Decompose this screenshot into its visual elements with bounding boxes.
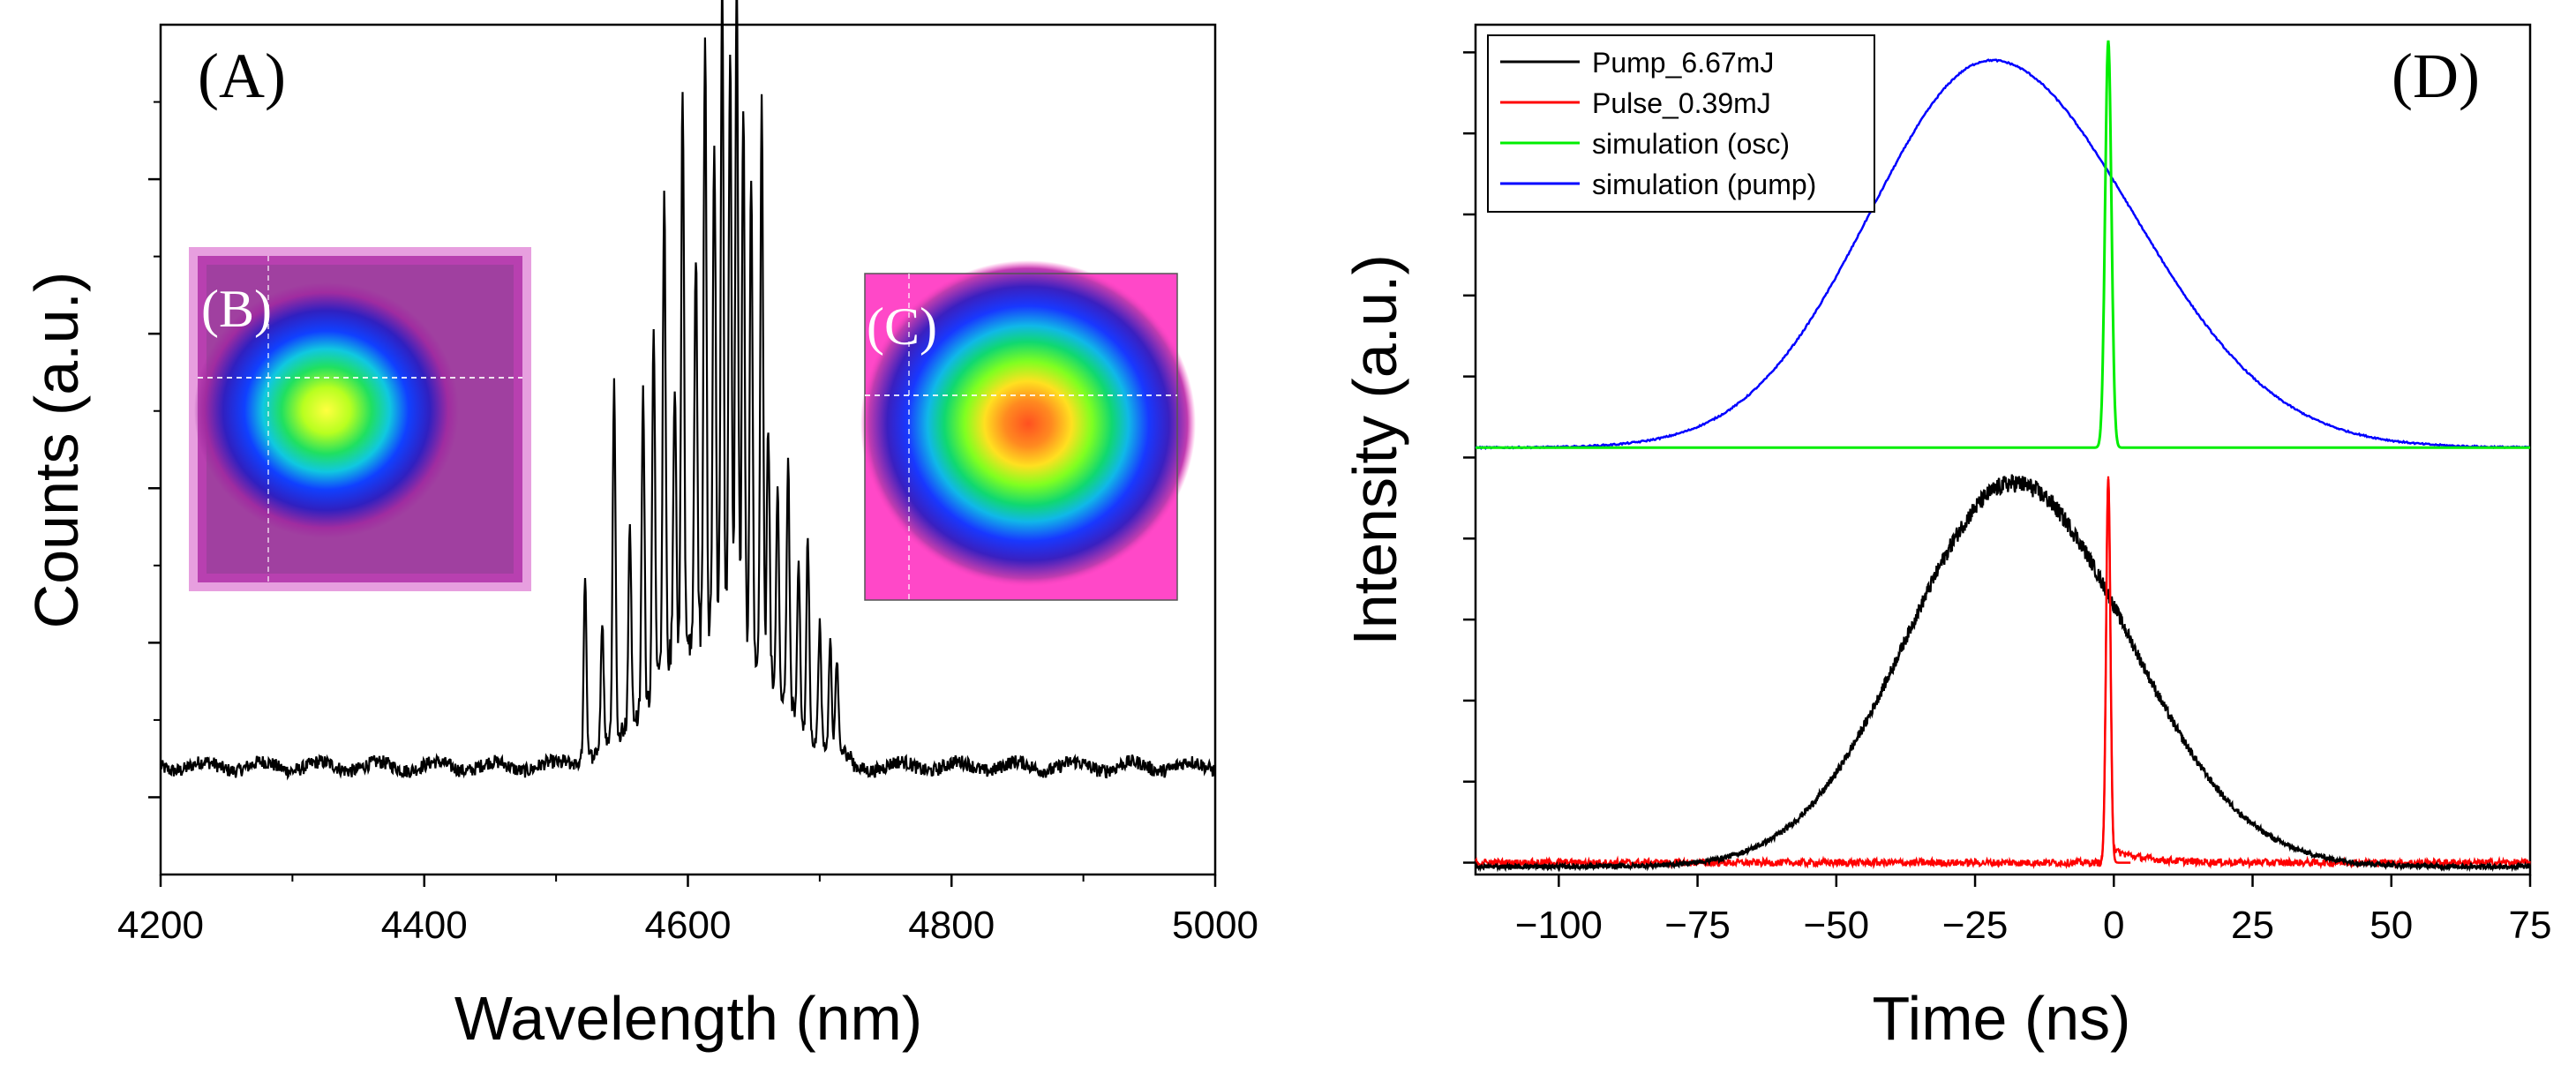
panel-a-label: (A) <box>198 41 286 111</box>
inset-b-beam-spot <box>194 282 459 538</box>
x-tick-label: 25 <box>2231 904 2274 947</box>
inset-c: (C) <box>860 260 1196 601</box>
legend-entry-pulse: Pulse_0.39mJ <box>1500 87 1771 119</box>
x-tick-label: −25 <box>1942 904 2009 947</box>
inset-c-frame <box>864 273 1178 601</box>
x-tick-label: 4600 <box>645 904 732 947</box>
spectrum-line <box>159 0 1217 781</box>
x-tick-label: 4400 <box>381 904 468 947</box>
legend-entry-sim-pump: simulation (pump) <box>1500 169 1816 200</box>
inset-c-beam-spot <box>860 260 1196 587</box>
panel-d: −100 −75 −50 −25 0 25 50 75 Pump_6.67mJ Pulse_0… <box>1341 23 2552 1053</box>
panel-a-y-axis <box>148 101 161 799</box>
panel-a: (B) (C) 4200 4400 4600 4800 5000 (A) Wavelen… <box>22 0 1258 1053</box>
x-tick-label: −100 <box>1515 904 1603 947</box>
series-pulse-peak <box>2092 478 2131 864</box>
legend-entry-sim-osc: simulation (osc) <box>1500 128 1790 160</box>
x-tick-label: 4200 <box>117 904 204 947</box>
x-tick-label: 75 <box>2509 904 2552 947</box>
panel-a-y-axis-title: Counts (a.u.) <box>22 272 91 629</box>
inset-b-label: (B) <box>201 280 272 338</box>
x-tick-label: 4800 <box>908 904 995 947</box>
inset-b: (B) <box>189 247 531 591</box>
x-tick-label: 50 <box>2369 904 2413 947</box>
panel-a-x-axis: 4200 4400 4600 4800 5000 <box>117 875 1258 947</box>
legend-label-pump: Pump_6.67mJ <box>1592 47 1774 79</box>
panel-d-plot <box>1475 40 2532 873</box>
panel-d-label: (D) <box>2392 41 2480 111</box>
x-tick-label: 5000 <box>1172 904 1258 947</box>
panel-a-plot <box>159 0 1217 781</box>
legend-label-sim-osc: simulation (osc) <box>1592 128 1790 160</box>
panel-d-y-axis <box>1463 51 1476 864</box>
x-tick-label: −75 <box>1664 904 1731 947</box>
series-pump-line <box>1475 474 2532 873</box>
inset-c-label: (C) <box>867 297 937 356</box>
series-pulse-line <box>1475 476 2531 870</box>
panel-d-legend: Pump_6.67mJ Pulse_0.39mJ simulation (osc… <box>1487 34 1875 213</box>
legend-entry-pump: Pump_6.67mJ <box>1500 47 1774 79</box>
panel-d-frame <box>1474 23 2532 876</box>
panel-a-x-axis-title: Wavelength (nm) <box>454 984 922 1053</box>
legend-label-pulse: Pulse_0.39mJ <box>1592 87 1771 119</box>
legend-label-sim-pump: simulation (pump) <box>1592 169 1816 200</box>
x-tick-label: 0 <box>2103 904 2124 947</box>
x-tick-label: −50 <box>1803 904 1869 947</box>
series-sim-osc-line <box>1476 40 2530 449</box>
series-sim-pump-line <box>1475 58 2530 450</box>
panel-d-y-axis-title: Intensity (a.u.) <box>1341 254 1409 646</box>
panel-d-x-axis-title: Time (ns) <box>1873 984 2131 1053</box>
panel-d-x-axis: −100 −75 −50 −25 0 25 50 75 <box>1515 875 2552 947</box>
